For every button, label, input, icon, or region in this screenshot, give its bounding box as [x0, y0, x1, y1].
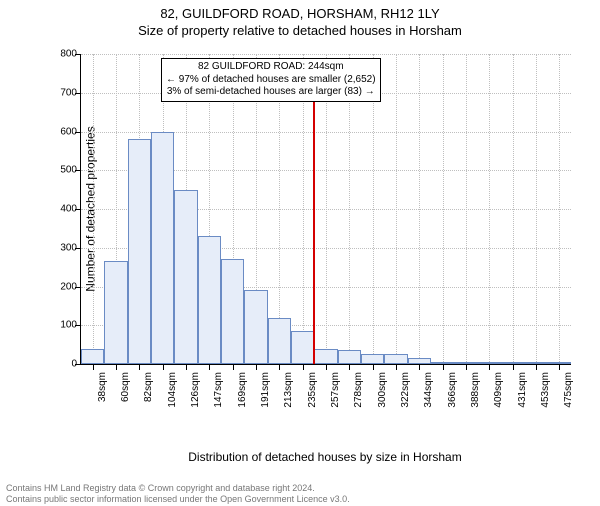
x-tick: [559, 364, 560, 370]
x-tick-label: 38sqm: [97, 372, 108, 402]
annotation-line3: 3% of semi-detached houses are larger (8…: [166, 86, 376, 99]
x-tick: [326, 364, 327, 370]
x-tick-label: 60sqm: [120, 372, 131, 402]
gridline-v: [513, 54, 514, 364]
reference-line: [313, 76, 315, 364]
y-tick-label: 600: [47, 126, 77, 137]
histogram-bar: [244, 290, 267, 364]
histogram-bar: [338, 350, 361, 364]
gridline-v: [536, 54, 537, 364]
gridline-v: [559, 54, 560, 364]
chart-container: Number of detached properties 0100200300…: [52, 54, 572, 414]
x-tick-label: 475sqm: [563, 372, 574, 408]
gridline-v: [93, 54, 94, 364]
x-tick: [116, 364, 117, 370]
y-tick-label: 300: [47, 242, 77, 253]
x-tick-label: 235sqm: [307, 372, 318, 408]
page-title: 82, GUILDFORD ROAD, HORSHAM, RH12 1LY: [0, 6, 600, 21]
y-tick-label: 200: [47, 281, 77, 292]
x-tick: [139, 364, 140, 370]
x-tick-label: 453sqm: [540, 372, 551, 408]
x-tick-label: 409sqm: [493, 372, 504, 408]
y-tick-label: 0: [47, 359, 77, 370]
footer-attribution: Contains HM Land Registry data © Crown c…: [6, 483, 350, 504]
gridline-v: [466, 54, 467, 364]
gridline-v: [489, 54, 490, 364]
histogram-bar: [174, 190, 197, 364]
y-tick-label: 100: [47, 320, 77, 331]
x-tick-label: 126sqm: [190, 372, 201, 408]
histogram-bar: [81, 349, 104, 364]
y-tick-label: 500: [47, 165, 77, 176]
x-tick: [513, 364, 514, 370]
x-tick: [489, 364, 490, 370]
footer-line1: Contains HM Land Registry data © Crown c…: [6, 483, 350, 493]
x-tick: [349, 364, 350, 370]
x-tick-label: 388sqm: [470, 372, 481, 408]
x-tick-label: 104sqm: [167, 372, 178, 408]
histogram-bar: [361, 354, 384, 364]
x-tick: [163, 364, 164, 370]
x-tick: [209, 364, 210, 370]
histogram-bar: [291, 331, 314, 364]
x-tick: [466, 364, 467, 370]
histogram-bar: [268, 318, 291, 365]
gridline-v: [443, 54, 444, 364]
x-tick: [419, 364, 420, 370]
y-tick-label: 400: [47, 204, 77, 215]
histogram-bar: [104, 261, 127, 364]
x-tick-label: 300sqm: [377, 372, 388, 408]
x-tick-label: 322sqm: [400, 372, 411, 408]
y-tick-label: 800: [47, 49, 77, 60]
x-axis-label: Distribution of detached houses by size …: [80, 450, 570, 464]
x-tick: [279, 364, 280, 370]
histogram-bar: [221, 259, 244, 364]
x-tick: [443, 364, 444, 370]
page-subtitle: Size of property relative to detached ho…: [0, 23, 600, 38]
x-tick: [186, 364, 187, 370]
footer-line2: Contains public sector information licen…: [6, 494, 350, 504]
histogram-bar: [198, 236, 221, 364]
x-tick-label: 278sqm: [353, 372, 364, 408]
x-tick-label: 191sqm: [260, 372, 271, 408]
x-tick: [536, 364, 537, 370]
y-tick-label: 700: [47, 87, 77, 98]
x-tick: [256, 364, 257, 370]
gridline-v: [419, 54, 420, 364]
gridline-v: [396, 54, 397, 364]
plot-area: 010020030040050060070080038sqm60sqm82sqm…: [80, 54, 571, 365]
x-tick-label: 82sqm: [143, 372, 154, 402]
x-tick: [93, 364, 94, 370]
annotation-line1: 82 GUILDFORD ROAD: 244sqm: [166, 61, 376, 74]
x-tick-label: 147sqm: [213, 372, 224, 408]
x-tick: [373, 364, 374, 370]
histogram-bar: [151, 132, 174, 365]
x-tick: [303, 364, 304, 370]
x-tick: [396, 364, 397, 370]
x-tick: [233, 364, 234, 370]
x-tick-label: 431sqm: [517, 372, 528, 408]
x-tick-label: 257sqm: [330, 372, 341, 408]
annotation-box: 82 GUILDFORD ROAD: 244sqm ← 97% of detac…: [161, 58, 381, 102]
x-tick-label: 169sqm: [237, 372, 248, 408]
x-tick-label: 344sqm: [423, 372, 434, 408]
histogram-bar: [384, 354, 407, 364]
annotation-line2: ← 97% of detached houses are smaller (2,…: [166, 74, 376, 87]
x-tick-label: 366sqm: [447, 372, 458, 408]
histogram-bar: [128, 139, 151, 364]
x-tick-label: 213sqm: [283, 372, 294, 408]
histogram-bar: [314, 349, 337, 365]
